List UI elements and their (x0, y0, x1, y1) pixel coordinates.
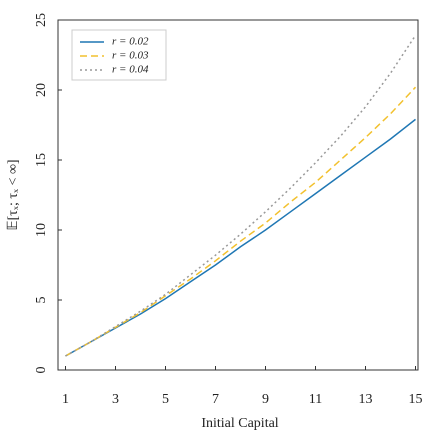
x-tick-label: 3 (112, 392, 119, 407)
y-tick-label: 20 (34, 83, 49, 97)
y-tick-label: 10 (34, 223, 49, 237)
y-tick-label: 15 (34, 153, 49, 167)
legend-label: r = 0.04 (112, 64, 149, 76)
line-series (65, 86, 417, 357)
x-axis-label: Initial Capital (201, 416, 278, 431)
x-tick-label: 11 (309, 392, 322, 407)
legend-label: r = 0.03 (112, 50, 149, 62)
y-tick-label: 25 (34, 13, 49, 27)
x-tick-label: 15 (409, 392, 423, 407)
legend-box (71, 29, 167, 81)
line-series (65, 34, 417, 357)
x-tick-label: 1 (62, 392, 69, 407)
line-series (65, 118, 416, 357)
x-tick-label: 13 (359, 392, 373, 407)
y-tick-label: 5 (34, 297, 49, 304)
x-tick-label: 7 (212, 392, 219, 407)
x-tick-label: 9 (262, 392, 269, 407)
legend-label: r = 0.02 (112, 36, 149, 48)
x-tick-label: 5 (162, 392, 169, 407)
y-axis-label: 𝔼[τₓ; τₓ < ∞] (6, 159, 21, 230)
plot-frame (57, 19, 419, 371)
y-tick-label: 0 (34, 367, 49, 374)
